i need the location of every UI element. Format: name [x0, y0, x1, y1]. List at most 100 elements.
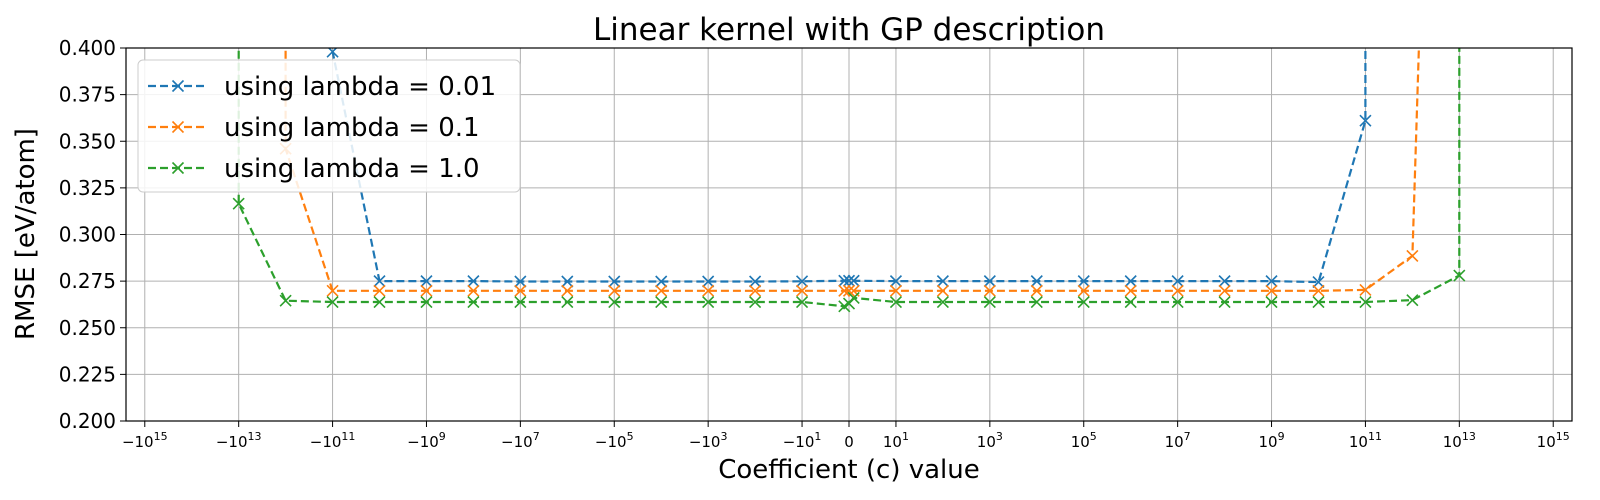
- x-tick-label: −103: [689, 430, 728, 451]
- x-axis: −1015 −1013 −1011 −109 −107 −105 −103 −101 0 101 1…: [122, 421, 1570, 451]
- data-point: [1312, 295, 1325, 309]
- x-tick-base: 10: [514, 433, 533, 451]
- y-tick-label: 0.375: [59, 83, 116, 107]
- series-2: [279, 48, 1420, 297]
- data-point: [1218, 295, 1231, 309]
- x-tick-label: 1011: [1349, 430, 1382, 451]
- y-tick-label: 0.275: [59, 269, 116, 293]
- data-point: [983, 275, 996, 288]
- x-tick-base: 10: [1165, 433, 1184, 451]
- data-point: [1030, 295, 1043, 309]
- data-point: [1171, 275, 1184, 288]
- series-line: [284, 48, 1420, 292]
- x-tick-exponent: 3: [996, 430, 1003, 443]
- y-tick-label: 0.225: [59, 362, 116, 386]
- data-point: [420, 275, 433, 288]
- x-tick-base: 10: [608, 433, 627, 451]
- data-point: [1312, 275, 1325, 289]
- x-tick-exponent: 1: [814, 430, 821, 443]
- x-tick-base: 10: [701, 433, 720, 451]
- data-point: [467, 295, 480, 309]
- x-tick-exponent: 3: [720, 430, 727, 443]
- data-point: [1077, 295, 1090, 309]
- legend-entry: using lambda = 1.0: [148, 154, 480, 184]
- x-tick-label: 103: [977, 430, 1003, 451]
- x-tick-label: −107: [501, 430, 540, 451]
- data-point: [561, 275, 574, 288]
- data-point: [608, 284, 621, 297]
- data-point: [326, 284, 339, 297]
- x-tick-base: 10: [1071, 433, 1090, 451]
- x-tick-label: −1011: [310, 430, 356, 451]
- series-1: [326, 48, 1372, 289]
- legend-label: using lambda = 1.0: [224, 154, 480, 184]
- legend-marker: [171, 161, 185, 175]
- data-point: [373, 284, 386, 297]
- y-axis-label: RMSE [eV/atom]: [11, 128, 41, 340]
- data-point: [1124, 284, 1137, 297]
- data-point: [1030, 284, 1043, 297]
- x-tick-exponent: 13: [1462, 430, 1476, 443]
- x-tick-exponent: 9: [439, 430, 446, 443]
- data-point: [1312, 284, 1325, 297]
- data-point: [702, 284, 715, 297]
- series-layer: [232, 48, 1466, 313]
- legend-entry: using lambda = 0.1: [148, 113, 480, 143]
- data-point: [279, 294, 292, 307]
- x-tick-sign: −: [216, 433, 229, 451]
- series-3: [232, 48, 1466, 313]
- x-tick-sign: −: [501, 433, 514, 451]
- x-tick-exponent: 7: [533, 430, 540, 443]
- data-point: [1124, 275, 1137, 288]
- y-tick-label: 0.200: [59, 409, 116, 433]
- data-point: [373, 275, 386, 288]
- data-point: [373, 295, 386, 309]
- x-tick-base: 10: [1443, 433, 1462, 451]
- y-tick-label: 0.400: [59, 36, 116, 60]
- x-tick-label: −101: [783, 430, 822, 451]
- data-point: [655, 295, 668, 309]
- data-point: [749, 295, 762, 309]
- legend-marker: [171, 79, 185, 93]
- x-tick-label: 107: [1165, 430, 1191, 451]
- x-tick-label: 105: [1071, 430, 1097, 451]
- data-point: [889, 284, 903, 297]
- data-point: [467, 284, 480, 297]
- data-point: [467, 275, 480, 288]
- x-tick-label: 101: [883, 430, 909, 451]
- data-point: [847, 291, 860, 304]
- x-tick-label: −1015: [122, 430, 168, 451]
- data-point: [1453, 269, 1466, 282]
- data-point: [1406, 249, 1419, 263]
- x-tick-label: −109: [407, 430, 446, 451]
- x-tick-sign: −: [122, 433, 135, 451]
- x-tick-base: 10: [228, 433, 247, 451]
- x-tick-exponent: 13: [248, 430, 262, 443]
- data-point: [326, 295, 339, 309]
- x-tick-exponent: 1: [902, 430, 909, 443]
- data-point: [983, 295, 996, 309]
- legend-label: using lambda = 0.1: [224, 113, 480, 143]
- x-tick-exponent: 11: [341, 430, 355, 443]
- x-tick-sign: −: [407, 433, 420, 451]
- data-point: [420, 295, 433, 309]
- data-point: [1030, 275, 1043, 288]
- legend-marker: [171, 120, 185, 134]
- data-point: [702, 295, 715, 309]
- data-point: [232, 197, 245, 210]
- y-tick-label: 0.300: [59, 223, 116, 247]
- x-tick-base: 10: [1537, 433, 1556, 451]
- x-tick-base: 10: [795, 433, 814, 451]
- x-tick-exponent: 5: [627, 430, 634, 443]
- data-point: [1265, 284, 1278, 297]
- data-point: [702, 275, 715, 288]
- y-tick-label: 0.325: [59, 176, 116, 200]
- data-point: [749, 284, 762, 297]
- data-point: [561, 295, 574, 309]
- x-tick-sign: −: [689, 433, 702, 451]
- x-tick-base: 10: [977, 433, 996, 451]
- data-point: [561, 284, 574, 297]
- data-point: [608, 295, 621, 309]
- data-point: [608, 275, 621, 288]
